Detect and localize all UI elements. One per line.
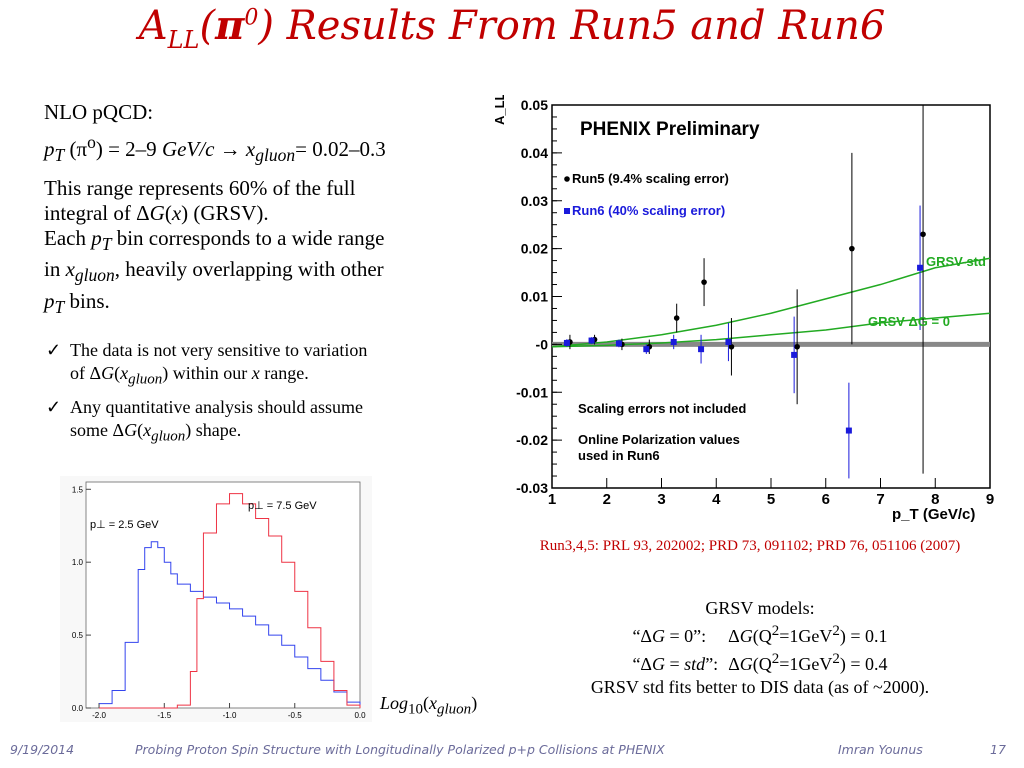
y-tick-label: 0.01 bbox=[521, 289, 548, 305]
bin-paragraph: Each pT bin corresponds to a wide range … bbox=[44, 226, 385, 317]
curve-label-dg0: GRSV ΔG = 0 bbox=[868, 314, 950, 329]
x-tick-label: 9 bbox=[986, 491, 994, 508]
legend-run6-marker bbox=[564, 208, 570, 214]
page-title: ALL(π0) Results From Run5 and Run6 bbox=[138, 2, 886, 54]
x-tick-label: -0.5 bbox=[288, 711, 302, 720]
footer-talk-title: Probing Proton Spin Structure with Longi… bbox=[135, 742, 665, 757]
bullet-list: ✓ The data is not very sensitive to vari… bbox=[46, 339, 466, 448]
x-tick-label: 5 bbox=[767, 491, 775, 508]
run5-point bbox=[794, 343, 800, 350]
checkmark-icon: ✓ bbox=[46, 396, 62, 417]
reference-text: Run3,4,5: PRL 93, 202002; PRD 73, 091102… bbox=[539, 538, 961, 554]
run5-point bbox=[849, 245, 855, 252]
small-plot-frame bbox=[85, 481, 361, 709]
run5-point bbox=[920, 231, 926, 238]
legend-2p5: p⊥ = 2.5 GeV bbox=[90, 519, 159, 531]
annotation-run6: used in Run6 bbox=[578, 448, 660, 463]
legend-run5: Run5 (9.4% scaling error) bbox=[572, 171, 729, 186]
pt-range-line: pT (πo) = 2–9 GeV/c → xgluon= 0.02–0.3 bbox=[44, 132, 386, 166]
legend-run6: Run6 (40% scaling error) bbox=[572, 203, 725, 218]
y-tick-label: 0.5 bbox=[72, 631, 84, 640]
x-tick-label: -1.5 bbox=[157, 711, 171, 720]
all-chart: 0.05 0.04 0.03 0.02 0.01 -0 -0.01 -0.02 -0.031 2 3… bbox=[492, 95, 994, 523]
checkmark-icon: ✓ bbox=[46, 340, 62, 360]
y-axis-label: A_LL^π0 bbox=[492, 95, 507, 125]
run6-point bbox=[917, 264, 924, 271]
x-tick-label: 6 bbox=[822, 491, 830, 508]
x-tick-label: 1 bbox=[548, 491, 556, 508]
curve-label-std: GRSV-std bbox=[926, 254, 986, 269]
x-tick-label: 7 bbox=[876, 491, 884, 508]
footer-page-number: 17 bbox=[990, 742, 1006, 757]
run6-point bbox=[845, 427, 852, 434]
histogram-7p5 bbox=[99, 493, 361, 709]
y-tick-label: 1.5 bbox=[72, 485, 84, 494]
grsv-dg0-curve bbox=[551, 312, 991, 348]
run6-point bbox=[643, 346, 650, 353]
x-tick-label: 3 bbox=[657, 491, 665, 508]
y-tick-label: -0 bbox=[536, 336, 549, 352]
legend-run5-marker bbox=[564, 176, 570, 182]
y-tick-label: 0.03 bbox=[521, 193, 548, 209]
x-tick-label: 4 bbox=[712, 491, 721, 508]
plot-frame bbox=[551, 104, 991, 489]
annotation-scaling: Scaling errors not included bbox=[578, 401, 746, 416]
y-tick-label: 0.0 bbox=[72, 704, 84, 713]
run6-point bbox=[670, 338, 677, 345]
footer-date: 9/19/2014 bbox=[10, 742, 75, 757]
y-tick-label: -0.03 bbox=[516, 480, 548, 496]
y-tick-label: 0.05 bbox=[521, 97, 548, 113]
grsv-std-curve bbox=[551, 257, 991, 348]
x-tick-label: -2.0 bbox=[92, 711, 106, 720]
range-paragraph: This range represents 60% of the full in… bbox=[44, 176, 356, 226]
log-xgluon-label: Log10(xgluon) bbox=[380, 693, 478, 718]
nlo-heading: NLO pQCD: bbox=[44, 100, 154, 124]
y-tick-label: -0.01 bbox=[516, 384, 548, 400]
run5-point bbox=[728, 343, 735, 350]
list-item: ✓ Any quantitative analysis should assum… bbox=[46, 396, 466, 449]
x-axis-label: p_T (GeV/c) bbox=[892, 506, 975, 523]
run6-point bbox=[791, 351, 798, 358]
legend-7p5: p⊥ = 7.5 GeV bbox=[248, 500, 317, 512]
list-item: ✓ The data is not very sensitive to vari… bbox=[46, 339, 466, 392]
run6-point bbox=[615, 340, 622, 347]
x-tick-label: -1.0 bbox=[223, 711, 237, 720]
annotation-online: Online Polarization values bbox=[578, 432, 740, 447]
run6-point bbox=[588, 337, 595, 344]
y-tick-label: -0.02 bbox=[516, 432, 548, 448]
run6-point bbox=[563, 339, 570, 346]
run5-point bbox=[673, 315, 680, 321]
nlo-text-block: NLO pQCD: pT (πo) = 2–9 GeV/c → xgluon= … bbox=[44, 100, 474, 320]
y-tick-label: 0.04 bbox=[521, 145, 548, 161]
y-tick-label: 1.0 bbox=[72, 558, 84, 567]
footer-author: Imran Younus bbox=[838, 742, 923, 757]
grsv-box: GRSV models: “ΔG = 0”: ΔG(Q2=1GeV2) = 0.1… bbox=[590, 598, 930, 697]
x-tick-label: 8 bbox=[931, 491, 939, 508]
x-tick-label: 0.0 bbox=[354, 711, 366, 720]
xgluon-chart: 0.0 0.5 1.0 1.5 -2.0 -1.5 -1.0 -0.5 0.0 p⊥ = 2.5… bbox=[60, 476, 372, 722]
run6-point bbox=[698, 346, 705, 353]
histogram-2p5 bbox=[99, 541, 361, 708]
run5-point bbox=[701, 279, 707, 285]
chart-title: PHENIX Preliminary bbox=[580, 119, 760, 140]
y-tick-label: 0.02 bbox=[521, 241, 548, 257]
x-tick-label: 2 bbox=[603, 491, 611, 508]
run6-point bbox=[725, 338, 732, 345]
